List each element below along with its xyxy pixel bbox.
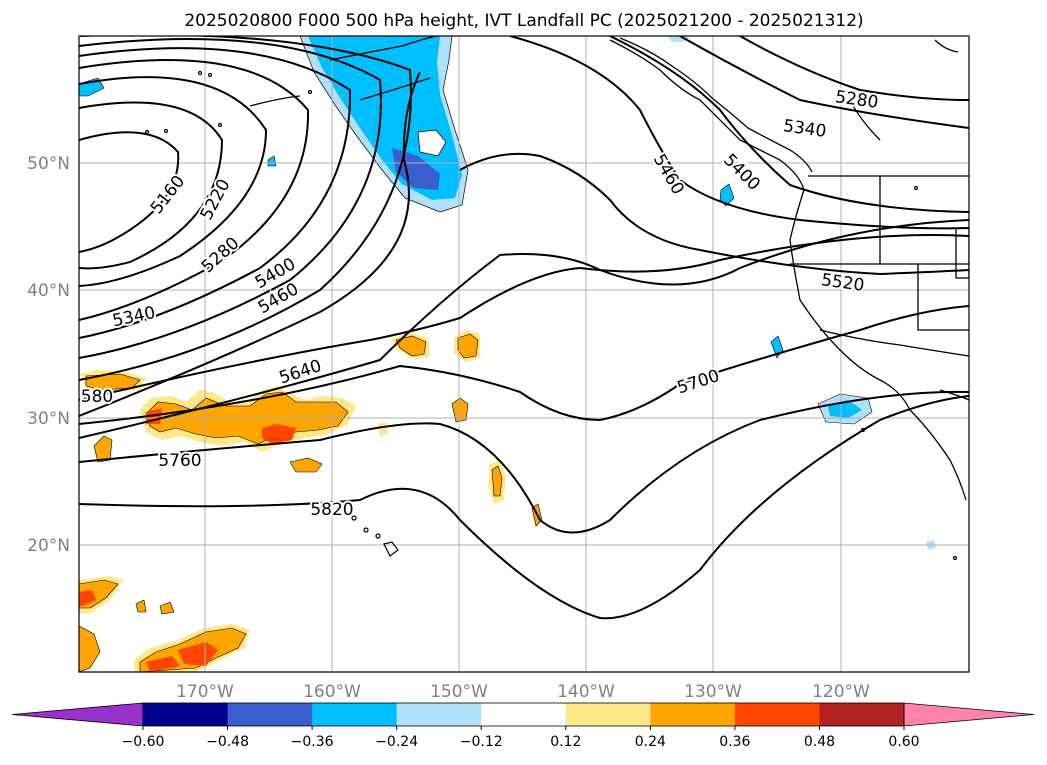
colorbar-swatch: [143, 703, 229, 726]
colorbar-tick-label: 0.60: [888, 734, 919, 750]
contour-label: 580: [81, 387, 113, 407]
map-frame: [78, 35, 970, 673]
lat-tick-label: 20°N: [27, 536, 70, 556]
lon-tick-label: 160°W: [303, 682, 361, 702]
colorbar-tick-label: 0.48: [804, 734, 835, 750]
colorbar: −0.60 −0.48 −0.36 −0.24 −0.12 0.12 0.24 0.36 0.4…: [11, 702, 1035, 750]
colorbar-swatch: [734, 703, 820, 726]
coastlines: [249, 36, 969, 501]
colorbar-tick-label: −0.24: [375, 734, 418, 750]
lon-tick-label: 150°W: [430, 682, 488, 702]
colorbar-swatch: [227, 703, 313, 726]
lat-tick-label: 30°N: [27, 409, 70, 429]
colorbar-extend-high: [903, 702, 1035, 727]
figure-title: 2025020800 F000 500 hPa height, IVT Land…: [184, 11, 863, 31]
lat-tick-label: 40°N: [27, 281, 70, 301]
colorbar-tick-label: −0.48: [206, 734, 249, 750]
colorbar-swatch: [312, 703, 398, 726]
longitude-axis: 170°W 160°W 150°W 140°W 130°W 120°W: [176, 682, 870, 702]
colorbar-swatch: [481, 703, 567, 726]
colorbar-tick-label: −0.60: [122, 734, 165, 750]
colorbar-tick-label: 0.12: [550, 734, 581, 750]
islands: [144, 70, 958, 561]
lon-tick-label: 120°W: [812, 682, 870, 702]
gridlines: [79, 36, 969, 672]
colorbar-tick-label: −0.12: [460, 734, 503, 750]
colorbar-tick-label: 0.24: [635, 734, 666, 750]
contour-label: 5760: [158, 451, 201, 471]
contour-label: 5820: [310, 500, 353, 520]
colorbar-swatch: [650, 703, 736, 726]
colorbar-swatch: [819, 703, 905, 726]
colorbar-swatch: [565, 703, 651, 726]
latitude-axis: 50°N 40°N 30°N 20°N: [27, 154, 70, 556]
lon-tick-label: 140°W: [557, 682, 615, 702]
colorbar-tick-label: −0.36: [291, 734, 334, 750]
lon-tick-label: 170°W: [176, 682, 234, 702]
colorbar-extend-low: [11, 702, 144, 727]
colorbar-swatch: [396, 703, 482, 726]
height-contours: [79, 36, 969, 620]
lat-tick-label: 50°N: [27, 154, 70, 174]
map-area: 5160 5220 5280 5340 5400 5460 580 5640 5…: [79, 36, 969, 672]
colorbar-tick-label: 0.36: [719, 734, 750, 750]
colorbar-frame: [142, 702, 905, 727]
lon-tick-label: 130°W: [684, 682, 742, 702]
